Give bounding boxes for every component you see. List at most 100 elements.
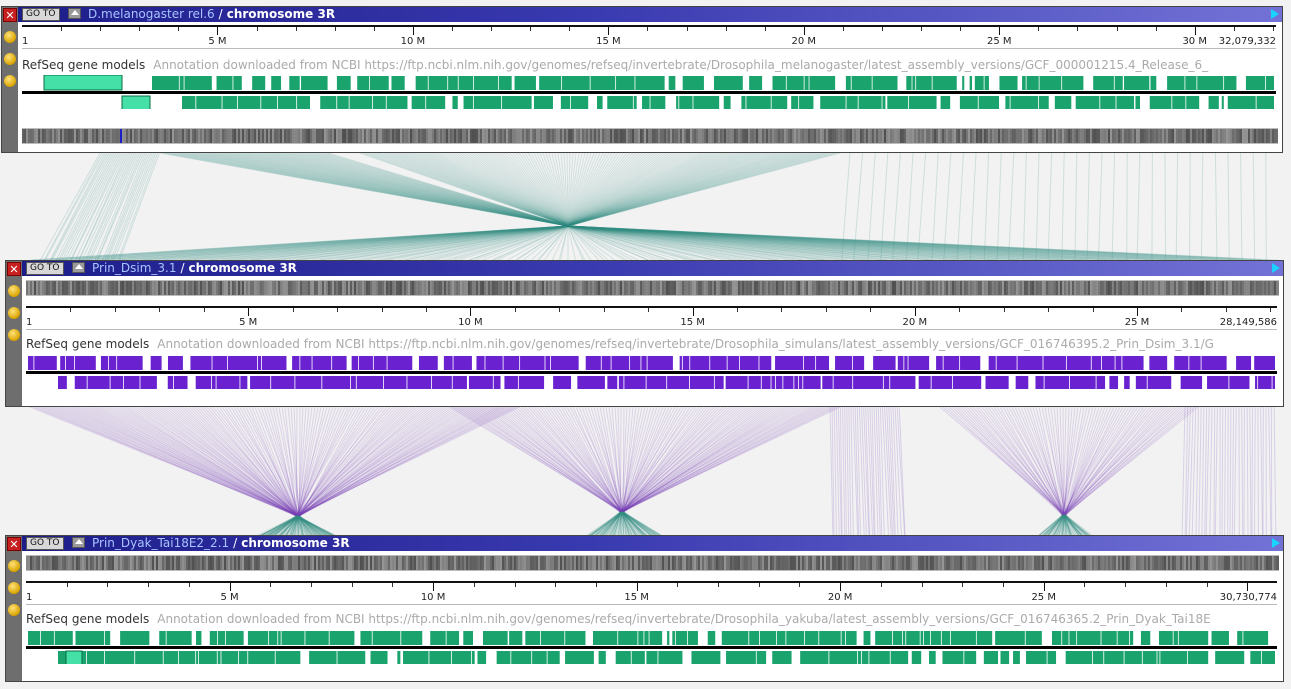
gene-feature[interactable]: [1207, 376, 1229, 389]
assembly-name[interactable]: Prin_Dyak_Tai18E2_2.1/chromosome 3R: [92, 536, 350, 550]
goto-button[interactable]: GO TO: [26, 262, 64, 275]
selected-gene[interactable]: [121, 95, 151, 109]
gene-feature[interactable]: [786, 76, 804, 90]
gene-feature[interactable]: [1258, 376, 1272, 389]
goto-button[interactable]: GO TO: [26, 537, 64, 550]
gene-feature[interactable]: [835, 356, 853, 370]
gene-feature[interactable]: [547, 651, 560, 664]
gene-feature[interactable]: [803, 356, 816, 370]
gene-feature[interactable]: [906, 76, 912, 90]
gene-feature[interactable]: [295, 376, 322, 389]
gene-feature[interactable]: [482, 631, 508, 645]
gene-feature[interactable]: [916, 76, 932, 90]
gene-feature[interactable]: [1142, 651, 1157, 664]
gene-feature[interactable]: [349, 96, 373, 109]
gene-feature[interactable]: [222, 96, 237, 109]
density-track[interactable]: [26, 555, 1279, 571]
gene-feature[interactable]: [739, 356, 759, 370]
gene-feature[interactable]: [1069, 376, 1096, 389]
gene-feature[interactable]: [28, 356, 34, 370]
gene-feature[interactable]: [430, 631, 446, 645]
gene-feature[interactable]: [1180, 376, 1203, 389]
gene-feature[interactable]: [252, 76, 266, 90]
gene-feature[interactable]: [1208, 96, 1219, 109]
gene-feature[interactable]: [833, 376, 853, 389]
gene-feature[interactable]: [873, 356, 896, 370]
gene-feature[interactable]: [974, 76, 984, 90]
gene-feature[interactable]: [863, 631, 871, 645]
gene-feature[interactable]: [336, 76, 351, 90]
gene-feature[interactable]: [618, 376, 624, 389]
gene-feature[interactable]: [995, 631, 1025, 645]
gene-feature[interactable]: [476, 356, 485, 370]
gene-feature[interactable]: [463, 631, 474, 645]
gene-feature[interactable]: [646, 376, 667, 389]
gene-feature[interactable]: [1043, 356, 1066, 370]
expand-arrow-icon[interactable]: [1272, 538, 1280, 548]
gene-feature[interactable]: [237, 96, 261, 109]
gene-feature[interactable]: [1265, 76, 1274, 90]
gene-feature[interactable]: [759, 631, 777, 645]
gene-feature[interactable]: [401, 631, 423, 645]
gene-feature[interactable]: [772, 651, 792, 664]
gene-feature[interactable]: [411, 96, 426, 109]
gene-feature[interactable]: [1000, 651, 1010, 664]
goto-button[interactable]: GO TO: [22, 8, 60, 21]
gene-feature[interactable]: [212, 356, 228, 370]
sidebar-knob-icon[interactable]: [4, 53, 16, 65]
gene-feature[interactable]: [472, 651, 475, 664]
gene-feature[interactable]: [1140, 631, 1151, 645]
gene-feature[interactable]: [305, 631, 329, 645]
gene-feature[interactable]: [28, 631, 41, 645]
gene-feature[interactable]: [940, 96, 951, 109]
upload-icon[interactable]: [72, 262, 85, 273]
gene-feature[interactable]: [135, 651, 163, 664]
gene-feature[interactable]: [167, 356, 183, 370]
gene-feature[interactable]: [403, 651, 429, 664]
gene-feature[interactable]: [75, 631, 105, 645]
gene-feature[interactable]: [1256, 96, 1274, 109]
gene-feature[interactable]: [163, 651, 179, 664]
gene-feature[interactable]: [1025, 631, 1042, 645]
gene-feature[interactable]: [791, 96, 799, 109]
gene-feature[interactable]: [1101, 356, 1115, 370]
gene-feature[interactable]: [920, 631, 924, 645]
gene-feature[interactable]: [918, 376, 931, 389]
gene-feature[interactable]: [611, 356, 630, 370]
gene-feature[interactable]: [931, 376, 953, 389]
gene-feature[interactable]: [415, 76, 428, 90]
gene-feature[interactable]: [1221, 96, 1224, 109]
gene-feature[interactable]: [1075, 96, 1100, 109]
gene-feature[interactable]: [1236, 356, 1252, 370]
gene-feature[interactable]: [1124, 376, 1130, 389]
track-header[interactable]: RefSeq gene models Annotation downloaded …: [26, 612, 1277, 626]
gene-feature[interactable]: [120, 631, 150, 645]
gene-feature[interactable]: [908, 356, 930, 370]
gene-feature[interactable]: [332, 356, 347, 370]
gene-feature[interactable]: [713, 76, 743, 90]
gene-feature[interactable]: [723, 96, 731, 109]
sidebar-knob-icon[interactable]: [8, 329, 20, 341]
gene-feature[interactable]: [841, 631, 846, 645]
gene-feature[interactable]: [936, 356, 943, 370]
gene-feature[interactable]: [647, 356, 673, 370]
gene-feature[interactable]: [1135, 96, 1141, 109]
gene-feature[interactable]: [1069, 631, 1077, 645]
gene-feature[interactable]: [269, 631, 278, 645]
gene-feature[interactable]: [309, 651, 337, 664]
gene-feature[interactable]: [1188, 651, 1209, 664]
gene-feature[interactable]: [277, 96, 297, 109]
gene-feature[interactable]: [1092, 651, 1104, 664]
gene-feature[interactable]: [1010, 96, 1039, 109]
close-icon[interactable]: ✕: [7, 262, 21, 276]
gene-feature[interactable]: [504, 376, 518, 389]
gene-feature[interactable]: [1124, 651, 1142, 664]
gene-feature[interactable]: [761, 376, 771, 389]
gene-feature[interactable]: [560, 96, 571, 109]
gene-feature[interactable]: [846, 96, 858, 109]
gene-feature[interactable]: [679, 356, 682, 370]
gene-feature[interactable]: [431, 376, 452, 389]
gene-feature[interactable]: [570, 96, 589, 109]
gene-feature[interactable]: [771, 376, 776, 389]
gene-feature[interactable]: [984, 76, 989, 90]
